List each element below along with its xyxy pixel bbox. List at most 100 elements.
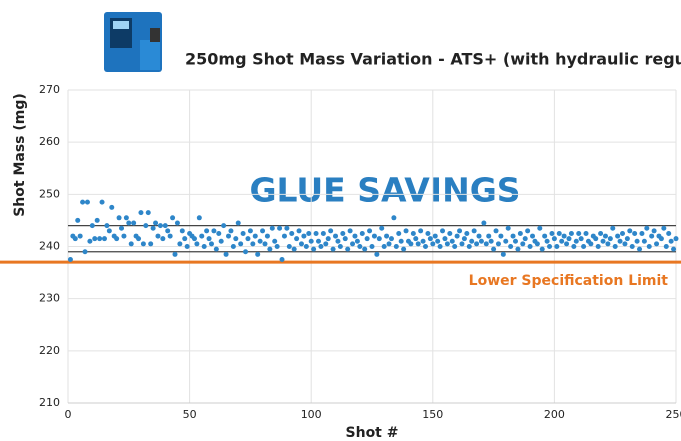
point <box>518 231 523 236</box>
point <box>83 249 88 254</box>
point <box>126 221 131 226</box>
point <box>151 226 156 231</box>
point <box>202 244 207 249</box>
point <box>622 241 627 246</box>
point <box>294 236 299 241</box>
point <box>535 241 540 246</box>
point <box>557 231 562 236</box>
point <box>474 241 479 246</box>
point <box>124 215 129 220</box>
point <box>666 231 671 236</box>
point <box>396 231 401 236</box>
point <box>318 244 323 249</box>
point <box>343 236 348 241</box>
point <box>472 228 477 233</box>
point <box>447 231 452 236</box>
point <box>102 236 107 241</box>
point <box>625 236 630 241</box>
point <box>644 226 649 231</box>
point <box>328 228 333 233</box>
point <box>647 244 652 249</box>
point <box>78 234 83 239</box>
point <box>314 231 319 236</box>
point <box>608 236 613 241</box>
point <box>498 234 503 239</box>
point <box>467 244 472 249</box>
point <box>545 239 550 244</box>
point <box>85 200 90 205</box>
point <box>87 239 92 244</box>
point <box>618 239 623 244</box>
point <box>100 200 105 205</box>
point <box>496 241 501 246</box>
point <box>207 236 212 241</box>
y-tick-label: 230 <box>39 292 60 305</box>
x-tick-label: 0 <box>65 408 72 421</box>
point <box>491 247 496 252</box>
annotation: GLUE SAVINGS <box>249 171 520 210</box>
point <box>321 231 326 236</box>
point <box>455 234 460 239</box>
point <box>345 247 350 252</box>
point <box>282 234 287 239</box>
point <box>238 241 243 246</box>
point <box>260 228 265 233</box>
point <box>245 236 250 241</box>
point <box>175 221 180 226</box>
point <box>654 241 659 246</box>
point <box>635 239 640 244</box>
point <box>574 239 579 244</box>
point <box>350 241 355 246</box>
point <box>221 223 226 228</box>
point <box>117 215 122 220</box>
point <box>262 241 267 246</box>
point <box>155 234 160 239</box>
point <box>194 241 199 246</box>
point <box>564 241 569 246</box>
point <box>542 234 547 239</box>
point <box>250 241 255 246</box>
point <box>216 231 221 236</box>
point <box>284 226 289 231</box>
point <box>231 244 236 249</box>
y-tick-label: 240 <box>39 240 60 253</box>
point <box>197 215 202 220</box>
point <box>236 221 241 226</box>
point <box>576 231 581 236</box>
x-tick-label: 250 <box>666 408 681 421</box>
point <box>537 226 542 231</box>
point <box>365 236 370 241</box>
point <box>486 234 491 239</box>
point <box>615 234 620 239</box>
point <box>503 239 508 244</box>
machine-icon <box>104 12 162 72</box>
point <box>160 236 165 241</box>
point <box>596 244 601 249</box>
point <box>664 244 669 249</box>
point <box>146 210 151 215</box>
point <box>489 239 494 244</box>
point <box>674 236 679 241</box>
point <box>224 252 229 257</box>
point <box>275 244 280 249</box>
point <box>136 236 141 241</box>
chart: 250mg Shot Mass Variation - ATS+ (with h… <box>0 0 681 441</box>
point <box>450 239 455 244</box>
point <box>289 231 294 236</box>
point <box>593 236 598 241</box>
point <box>387 241 392 246</box>
y-tick-label: 260 <box>39 135 60 148</box>
point <box>182 236 187 241</box>
point <box>335 239 340 244</box>
point <box>267 247 272 252</box>
point <box>457 228 462 233</box>
point <box>331 247 336 252</box>
x-tick-label: 50 <box>183 408 197 421</box>
x-tick-label: 100 <box>301 408 322 421</box>
point <box>549 231 554 236</box>
point <box>270 226 275 231</box>
point <box>579 236 584 241</box>
point <box>143 223 148 228</box>
point <box>185 244 190 249</box>
point <box>581 244 586 249</box>
